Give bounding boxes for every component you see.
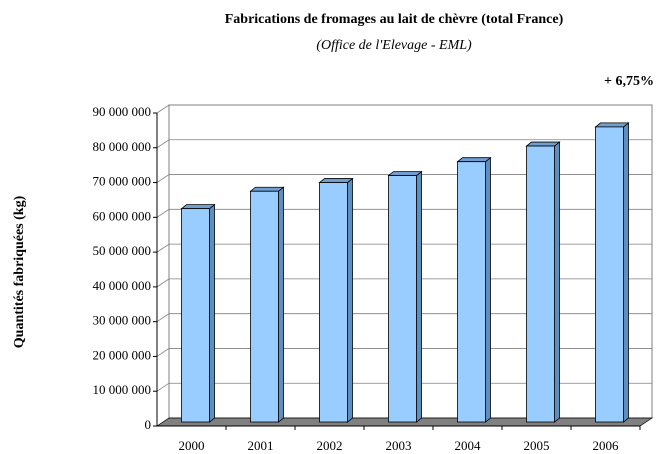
y-tick-label: 90 000 000	[93, 104, 152, 119]
grid-line	[156, 278, 652, 288]
grid-line	[156, 104, 652, 114]
bar-top	[594, 122, 630, 128]
grid-line	[156, 139, 652, 149]
bar-top	[180, 204, 216, 210]
grid-line	[156, 313, 652, 322]
y-tick-label: 0	[145, 417, 152, 432]
grid-line	[156, 348, 652, 357]
bar	[387, 170, 423, 423]
bar-side	[416, 170, 422, 423]
x-tick-label: 2002	[317, 438, 343, 453]
y-tick-label: 60 000 000	[93, 208, 152, 223]
y-tick-label: 70 000 000	[93, 174, 152, 189]
bar-front	[250, 190, 279, 423]
chart-title: Fabrications de fromages au lait de chèv…	[225, 12, 564, 27]
bar-top	[318, 178, 354, 183]
bar-side	[209, 203, 215, 423]
bar	[456, 156, 492, 423]
bar-side	[278, 186, 284, 423]
bar-top	[456, 157, 492, 163]
y-tick-label: 20 000 000	[93, 347, 152, 362]
bar-side	[485, 156, 491, 423]
bar-side	[347, 177, 353, 423]
bar	[249, 186, 285, 423]
bar-front	[181, 208, 210, 423]
y-tick-label: 50 000 000	[93, 243, 152, 258]
bar-top	[249, 186, 285, 192]
grid-line	[156, 174, 652, 183]
annotation: + 6,75%	[604, 74, 654, 89]
bar-top	[525, 141, 561, 147]
bar-front	[388, 175, 417, 423]
bar-front	[595, 126, 624, 423]
y-tick-label: 40 000 000	[93, 278, 152, 293]
bar	[318, 177, 354, 423]
y-axis-label: Quantités fabriquées (kg)	[12, 195, 27, 348]
chart-subtitle: (Office de l'Elevage - EML)	[316, 38, 472, 53]
bar-side	[623, 122, 629, 423]
bar	[594, 122, 630, 423]
bar	[525, 141, 561, 423]
grid-line	[156, 208, 652, 218]
bar	[180, 203, 216, 423]
x-tick-label: 2004	[455, 438, 482, 453]
grid-line	[156, 243, 652, 253]
y-tick-label: 80 000 000	[93, 139, 152, 154]
x-tick-label: 2000	[179, 438, 205, 453]
x-tick-label: 2001	[248, 438, 274, 453]
y-tick-label: 10 000 000	[93, 382, 152, 397]
grid-line	[156, 382, 652, 392]
x-tick-label: 2005	[524, 438, 550, 453]
y-tick-label: 30 000 000	[93, 313, 152, 328]
bar-top	[387, 171, 423, 177]
x-tick-label: 2003	[386, 438, 412, 453]
bar-front	[526, 145, 555, 423]
bar-side	[554, 141, 560, 423]
x-tick-label: 2006	[593, 438, 620, 453]
bar-front	[457, 161, 486, 423]
bar-front	[319, 182, 348, 423]
